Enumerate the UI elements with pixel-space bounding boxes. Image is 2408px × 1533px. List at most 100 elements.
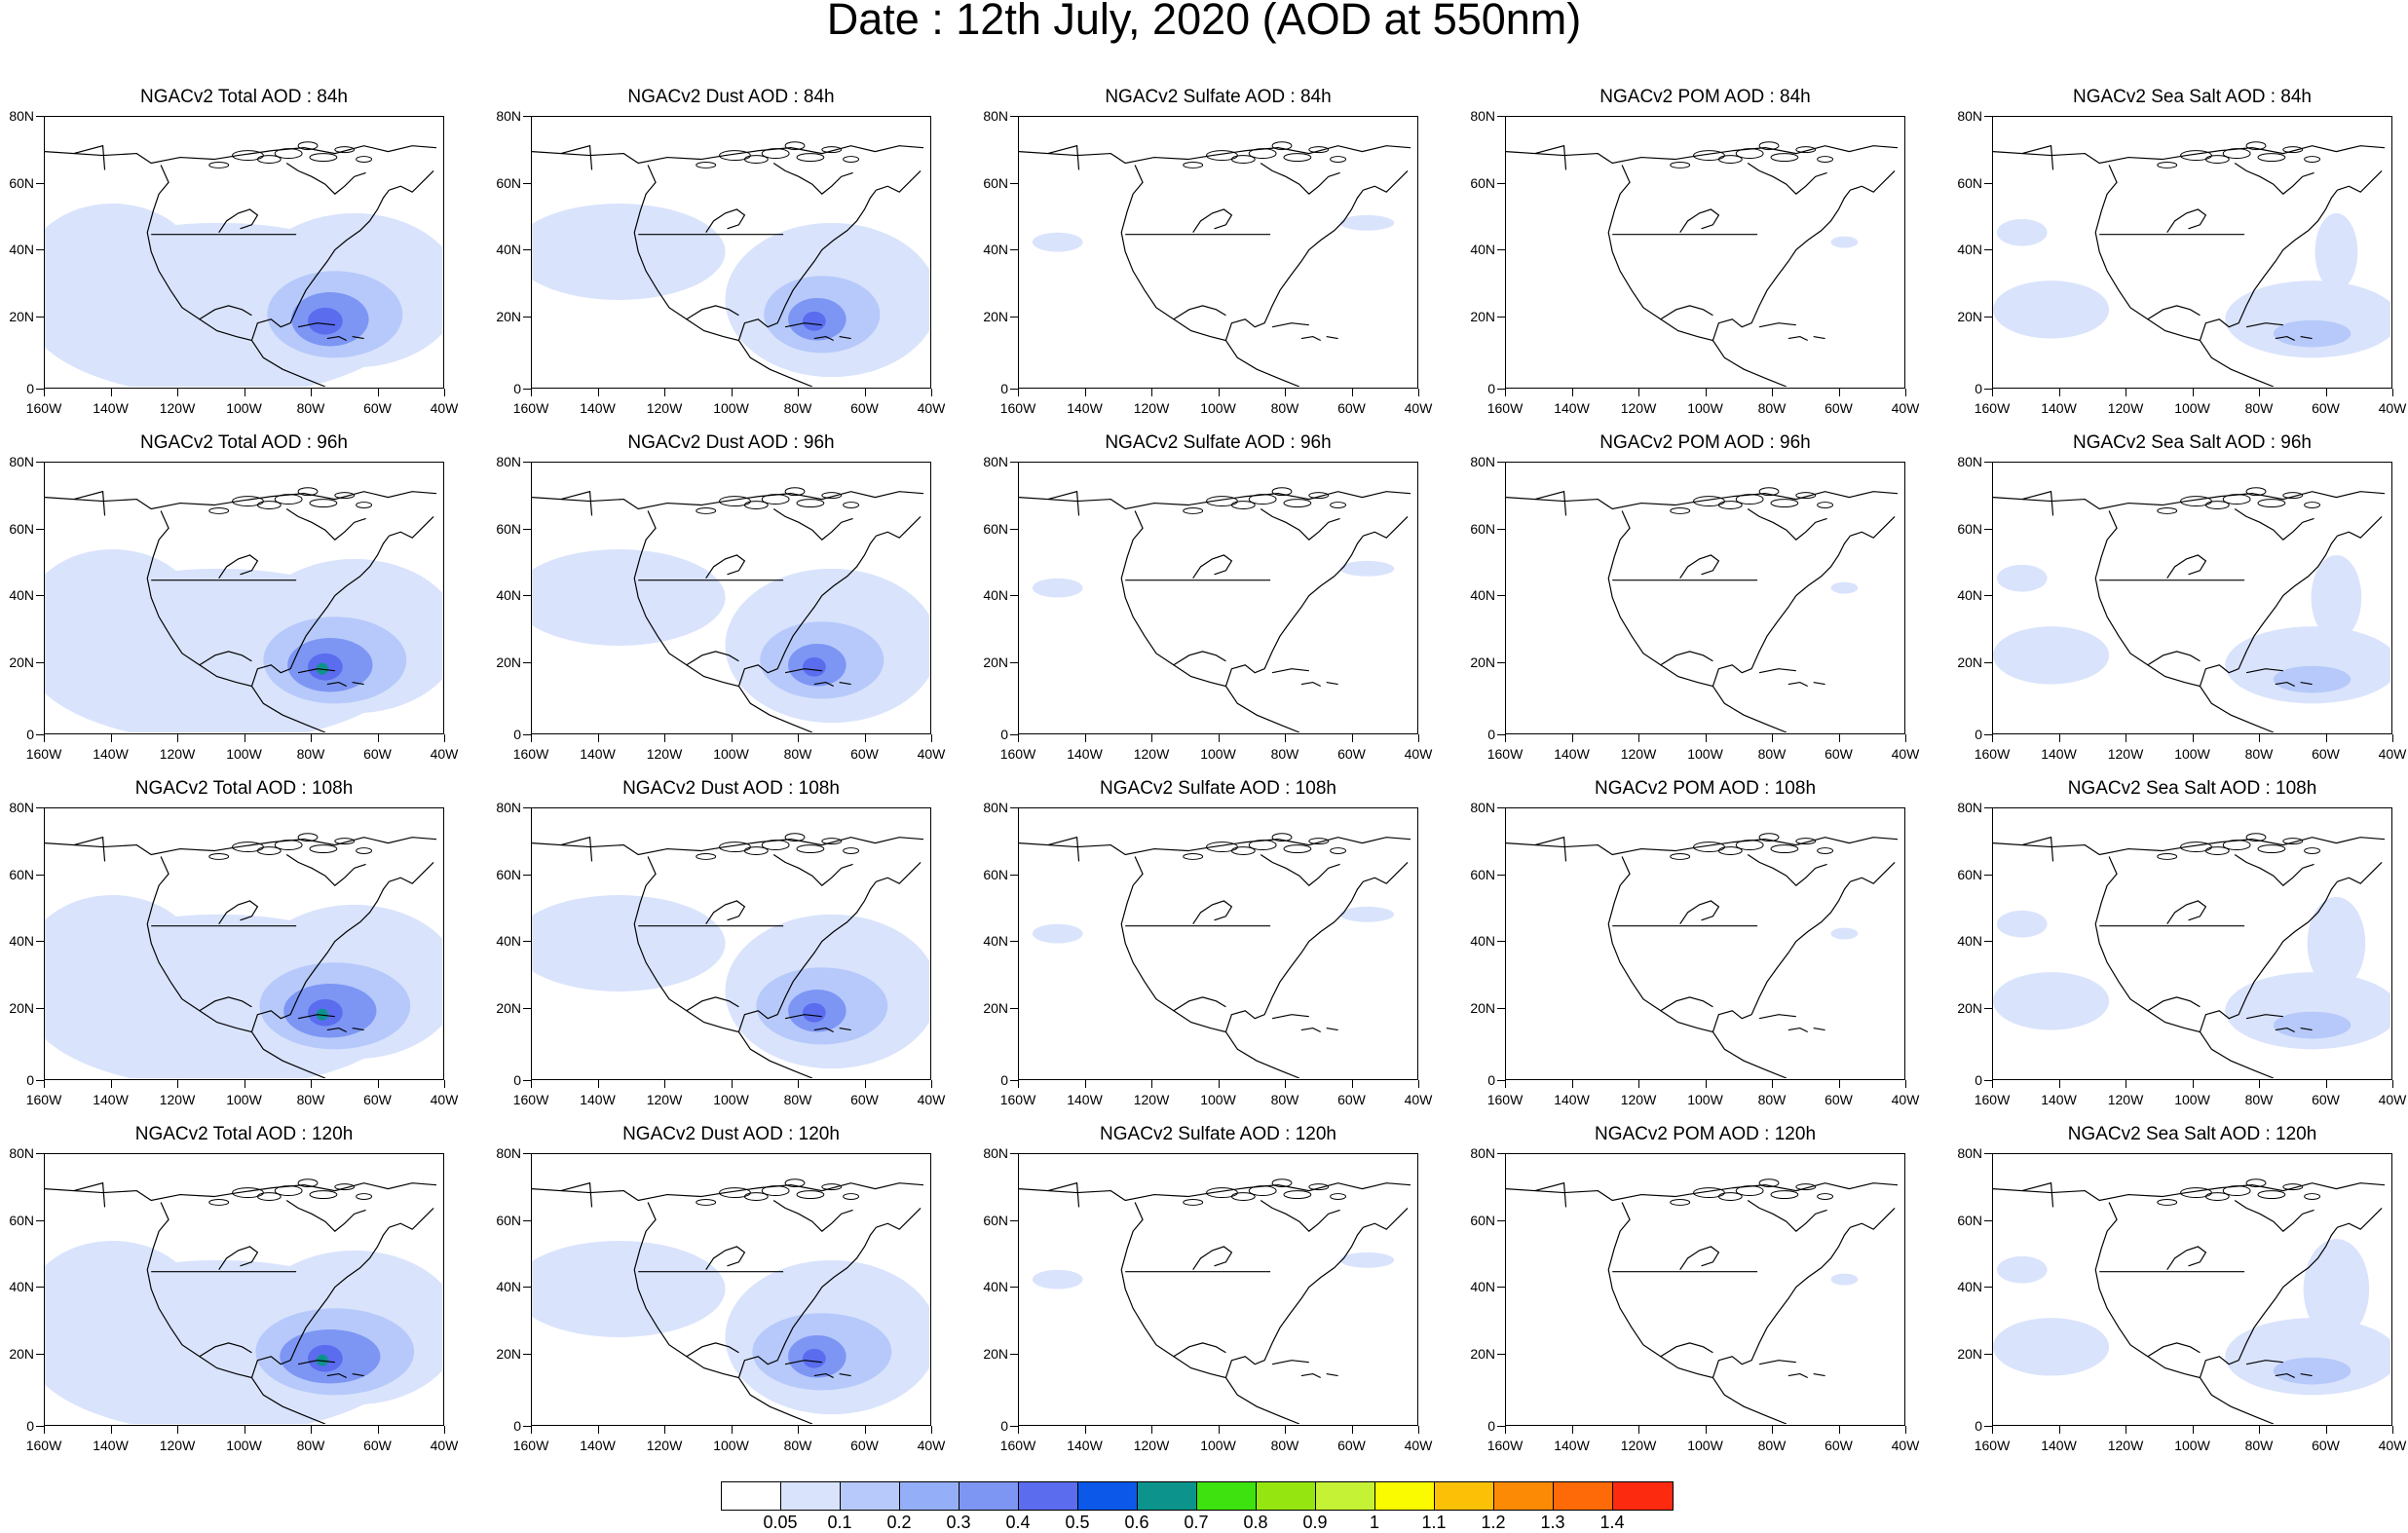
lat-label: 20N [1957,654,1982,670]
lon-tick [377,389,379,396]
lon-tick [2325,389,2327,396]
lat-label: 20N [1957,999,1982,1016]
lat-tick [1010,249,1018,251]
lon-label: 100W [2174,1438,2210,1453]
lat-label: 40N [1470,933,1495,950]
lon-label: 160W [1974,1438,2011,1453]
map-panel: NGACv2 Total AOD : 108h 80N 60N 40N 20N 0 160W… [9,778,458,1107]
lat-label: 0 [1975,1418,1982,1434]
lon-tick [311,1426,312,1434]
lat-label: 60N [9,1212,34,1228]
lat-tick [36,249,44,251]
lat-label: 20N [9,1345,34,1362]
lon-tick [864,734,866,742]
lon-label: 80W [1270,1092,1299,1107]
lat-tick [523,1007,531,1009]
lon-tick [2259,734,2260,742]
colorbar-box [1613,1482,1673,1510]
colorbar-box [841,1482,900,1510]
arctic-island [356,502,373,508]
lon-label: 120W [1620,1092,1657,1107]
lat-tick [1984,389,1992,390]
aod-shading [532,895,726,991]
arctic-island [232,496,264,507]
aod-shading [2225,626,2390,704]
map-frame [1992,462,2392,734]
lat-tick [523,1287,531,1289]
arctic-island [796,844,825,854]
lat-tick [523,182,531,184]
map-frame [44,1153,444,1426]
arctic-island [1206,150,1238,162]
arctic-island [2257,844,2286,854]
arctic-island [2304,156,2321,163]
lat-label: 0 [26,1418,34,1434]
aod-map [532,833,929,1078]
aod-shading [1830,581,1859,594]
lat-tick [1010,941,1018,943]
lat-tick [1984,462,1992,463]
colorbar-box [1197,1482,1257,1510]
panel-title: NGACv2 Dust AOD : 84h [627,87,835,107]
lat-tick [523,807,531,808]
lat-label: 20N [9,308,34,324]
lon-label: 40W [917,746,946,762]
lon-tick [664,1080,665,1088]
lon-tick [1084,1080,1086,1088]
lon-label: 140W [1067,1092,1103,1107]
lon-tick [1084,734,1086,742]
lon-label: 140W [93,1438,129,1453]
lat-tick [1010,528,1018,530]
lon-tick [1351,1426,1353,1434]
lat-label: 80N [1470,108,1495,124]
aod-shading [2307,897,2366,990]
arctic-island [1271,487,1293,497]
aod-map [1506,1178,1899,1424]
coastline [1506,836,1899,1078]
aod-field [1032,906,1395,944]
arctic-island [256,846,282,855]
lat-label: 0 [1975,727,1982,742]
lon-tick [1992,734,1993,742]
lat-label: 60N [983,866,1008,882]
lon-label: 120W [159,400,196,416]
aod-map [1506,833,1899,1078]
lat-label: 0 [26,727,34,742]
lon-label: 100W [226,1092,262,1107]
lon-label: 160W [512,746,549,762]
lat-tick [36,941,44,943]
lon-tick [1018,1426,1019,1434]
lon-tick [177,734,178,742]
arctic-island [1795,838,1817,845]
lat-label: 80N [9,454,34,469]
lat-label: 40N [9,1279,34,1295]
arctic-island [821,1183,843,1191]
lat-tick [1010,734,1018,735]
arctic-island [274,840,303,851]
map-frame [1505,116,1905,389]
lon-tick [798,1080,799,1088]
lon-tick [311,734,312,742]
lat-label: 0 [1975,381,1982,396]
lat-label: 20N [983,308,1008,324]
lon-label: 80W [783,746,812,762]
lon-label: 40W [430,1092,459,1107]
lon-tick [2058,389,2060,396]
lon-label: 100W [226,400,262,416]
lat-tick [523,1080,531,1081]
lon-label: 100W [713,746,749,762]
lon-label: 160W [999,746,1036,762]
lat-tick [1984,249,1992,251]
lat-label: 80N [983,454,1008,469]
lon-tick [2192,1426,2194,1434]
map-frame [1505,807,1905,1080]
lon-tick [110,1426,112,1434]
aod-map [532,487,929,732]
aod-shading [1339,1252,1395,1268]
lon-label: 80W [1757,1092,1787,1107]
arctic-island [2245,1178,2267,1188]
arctic-island [2157,1199,2178,1206]
arctic-island [2204,155,2230,164]
lat-tick [523,462,531,463]
lon-tick [1285,734,1286,742]
